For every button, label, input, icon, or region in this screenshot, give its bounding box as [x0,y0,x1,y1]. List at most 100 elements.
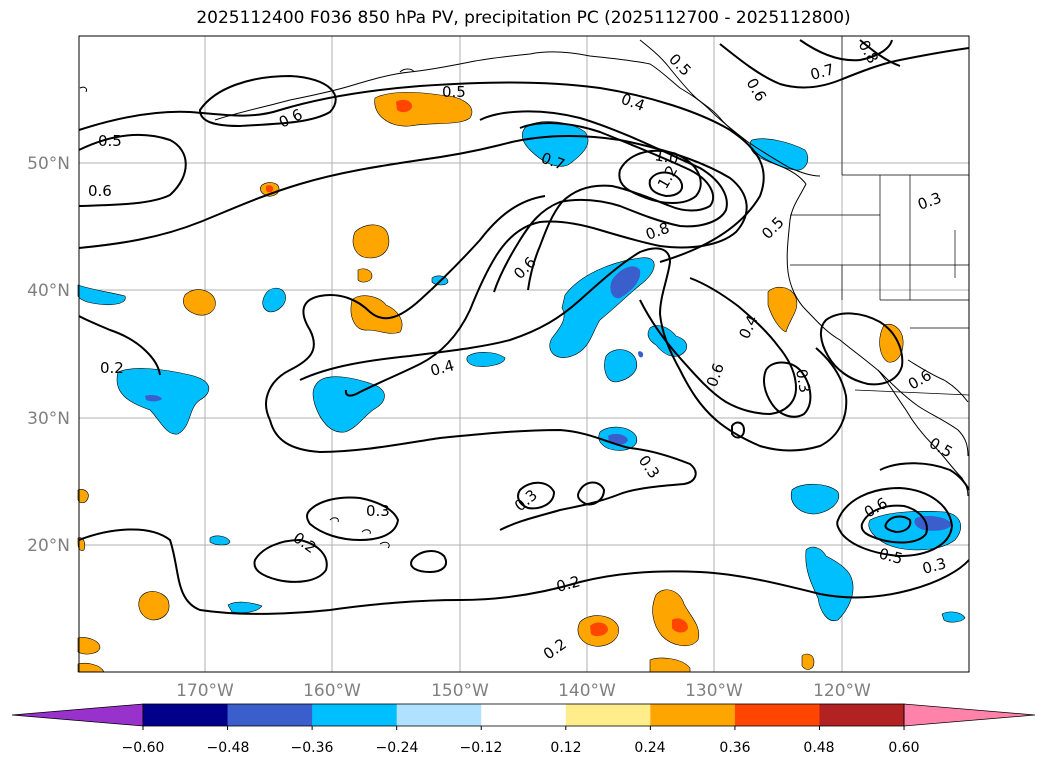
island [379,541,390,549]
precip-patch [801,653,815,670]
pv-contour [78,134,748,397]
precip-patch [805,546,854,622]
colorbar [11,703,1036,730]
colorbar-tick-label: 0.36 [719,740,750,756]
precip-patch [77,637,101,655]
precip-patch [767,286,798,333]
island [399,68,415,73]
precip-patch [183,289,216,316]
colorbar-tick-label: −0.48 [207,740,250,756]
island [79,86,87,93]
precip-patch [396,99,412,113]
precip-patch [604,349,638,383]
colorbar-segment [396,704,482,726]
pv-contours [78,39,970,615]
colorbar-extend-min [11,703,144,727]
colorbar-segment [312,704,398,726]
pv-contour [859,39,901,67]
precip-patch [262,287,286,313]
island [361,529,371,535]
colorbar-segment [734,704,820,726]
precip-patch [209,535,231,546]
lon-label: 120°W [813,681,871,701]
lat-label: 20°N [27,536,70,556]
pv-contour [410,550,448,574]
contour-label: 0.2 [554,572,582,596]
colorbar-tick-label: −0.36 [291,740,334,756]
colorbar-extend-max [903,703,1036,727]
pv-contour [78,81,765,263]
colorbar-segment [650,704,736,726]
latitude-labels: 50°N 40°N 30°N 20°N [27,154,70,556]
precip-patch [649,657,691,673]
contour-label: 0.4 [428,356,456,380]
colorbar-segment [143,704,229,726]
pv-contour [265,195,546,421]
contour-label: 1.0 [653,146,680,168]
pv-contour [719,43,970,89]
contour-label: 0.3 [366,502,390,520]
colorbar-tick-label: 0.24 [634,740,665,756]
precip-patch [138,591,170,621]
pv-contour [577,481,606,506]
lon-label: 170°W [176,681,234,701]
colorbar-tick-labels: −0.60 −0.48 −0.36 −0.24 −0.12 0.12 0.24 … [122,740,920,756]
pv-contour [253,538,328,583]
pv-contour [836,486,954,558]
pv-contour [78,528,970,615]
lon-label: 150°W [431,681,489,701]
lon-label: 140°W [558,681,616,701]
pv-contour [78,133,187,207]
colorbar-tick-label: 0.60 [888,740,919,756]
contour-label: 0.5 [442,83,466,101]
contour-label: 0.6 [88,182,112,200]
pv-contour [799,39,893,62]
pv-contour [639,277,798,416]
pv-contour [763,361,812,418]
contour-label: 0.5 [877,544,905,568]
lon-label: 130°W [685,681,743,701]
pv-contour [479,110,728,293]
colorbar-segment [565,704,651,726]
lat-label: 40°N [27,281,70,301]
colorbar-tick-label: 0.48 [803,740,834,756]
precip-patch [350,295,403,334]
colorbar-segment [227,704,313,726]
colorbar-outline [142,703,905,727]
precip-patch [790,483,840,515]
precip-patch [672,618,688,633]
precip-patch [357,268,373,283]
precip-patch [116,368,210,435]
precip-strong-positive-patches [266,99,688,637]
pv-contour [820,312,904,386]
precip-patch [879,323,904,363]
contour-label: 0.3 [920,554,948,578]
bc-coast [639,39,969,457]
pv-contour [269,419,697,531]
pv-contour [519,122,715,291]
longitude-labels: 170°W 160°W 150°W 140°W 130°W 120°W [176,681,871,701]
gulf-coast [907,359,969,403]
colorbar-segment [819,704,905,726]
gridlines [79,36,969,672]
lat-label: 30°N [27,409,70,429]
contour-label: 0.5 [98,132,122,150]
coastlines [79,39,969,549]
pv-contour [731,421,746,439]
pv-contour [78,315,161,376]
pv-contour [198,74,337,128]
precip-patch [638,351,644,358]
colorbar-segment [481,704,567,726]
pv-contour [884,515,912,534]
map-frame [78,35,970,673]
precip-patch [145,395,162,402]
alaska-coast [214,51,821,177]
pv-contour [860,504,928,544]
pv-contour [517,481,556,510]
colorbar-tick-label: 0.12 [550,740,581,756]
precip-patch [77,284,126,306]
precip-patch [941,611,966,623]
precip-patch [608,433,628,445]
